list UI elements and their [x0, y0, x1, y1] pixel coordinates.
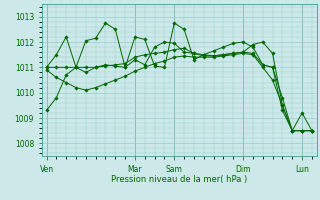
X-axis label: Pression niveau de la mer( hPa ): Pression niveau de la mer( hPa ) [111, 175, 247, 184]
